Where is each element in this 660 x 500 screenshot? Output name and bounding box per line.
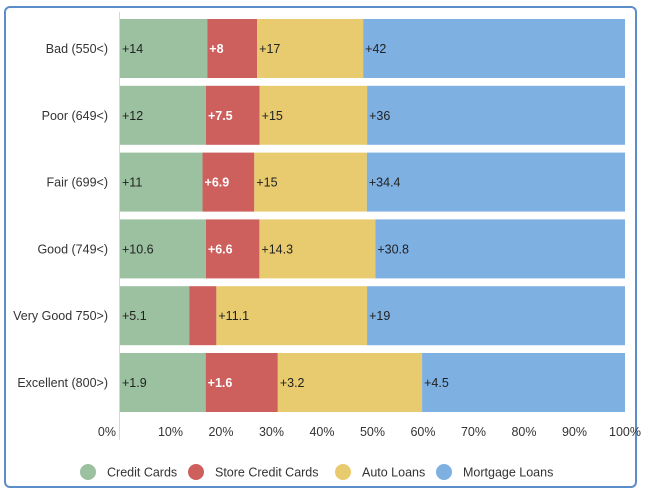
legend-swatch [436,464,452,480]
legend-swatch [80,464,96,480]
bar-segment [367,286,625,346]
data-label: +6.9 [205,176,230,190]
legend-label: Store Credit Cards [215,466,319,480]
bar-segment [120,152,203,212]
bar-segment [259,219,376,279]
legend-label: Credit Cards [107,466,177,480]
bar-segment [277,353,423,412]
data-label: +10.6 [122,242,154,256]
data-label: +3.2 [280,376,305,390]
data-label: +6.6 [208,242,233,256]
bar-segment [259,85,368,145]
bar-segment [422,353,625,412]
bar-segment [120,219,206,279]
data-label: +42 [365,42,386,56]
category-label: Excellent (800>) [17,376,108,390]
data-label: +19 [369,309,390,323]
bar-segment [375,219,625,279]
data-label: +14 [122,42,143,56]
x-tick-label: 70% [461,425,486,439]
bar-segment [120,286,190,346]
bar-segment [202,152,255,212]
bar-segment [257,19,364,78]
bar-segment [205,353,278,412]
category-label: Very Good 750>) [13,309,108,323]
legend-label: Auto Loans [362,466,425,480]
x-tick-label: 10% [158,425,183,439]
bar-segment [120,85,206,145]
x-tick-label: 90% [562,425,587,439]
bar-segment [366,152,625,212]
data-label: +34.4 [369,176,401,190]
category-label: Bad (550<) [46,42,108,56]
bar-segment [363,19,625,78]
bar-segment [120,353,206,412]
bar-segment [254,152,367,212]
bar-segment [367,85,625,145]
legend-label: Mortgage Loans [463,466,553,480]
data-label: +17 [259,42,280,56]
bar-segment [205,219,260,279]
x-tick-label: 100% [609,425,641,439]
x-tick-label: 60% [410,425,435,439]
bar-segment [216,286,368,346]
x-tick-label: 30% [259,425,284,439]
bar-segment [207,19,258,78]
data-label: +4.5 [424,376,449,390]
bar-segment [189,286,217,346]
legend-swatch [335,464,351,480]
x-tick-label: 50% [360,425,385,439]
data-label: +15 [256,176,277,190]
category-label: Good (749<) [37,242,108,256]
bar-segment [205,85,260,145]
data-label: +12 [122,109,143,123]
x-tick-label: 20% [208,425,233,439]
data-label: +8 [209,42,223,56]
data-label: +5.1 [122,309,147,323]
data-label: +11 [122,176,142,190]
x-tick-label: 80% [511,425,536,439]
data-label: +15 [262,109,283,123]
category-label: Poor (649<) [42,109,108,123]
data-label: +36 [369,109,390,123]
category-label: Fair (699<) [47,176,108,190]
legend-swatch [188,464,204,480]
data-label: +1.9 [122,376,147,390]
data-label: +1.6 [208,376,233,390]
data-label: +14.3 [261,242,293,256]
data-label: +30.8 [377,242,409,256]
data-label: +7.5 [208,109,233,123]
x-tick-label: 0% [98,425,116,439]
x-tick-label: 40% [309,425,334,439]
bar-segment [120,19,208,78]
data-label: +11.1 [218,309,249,323]
